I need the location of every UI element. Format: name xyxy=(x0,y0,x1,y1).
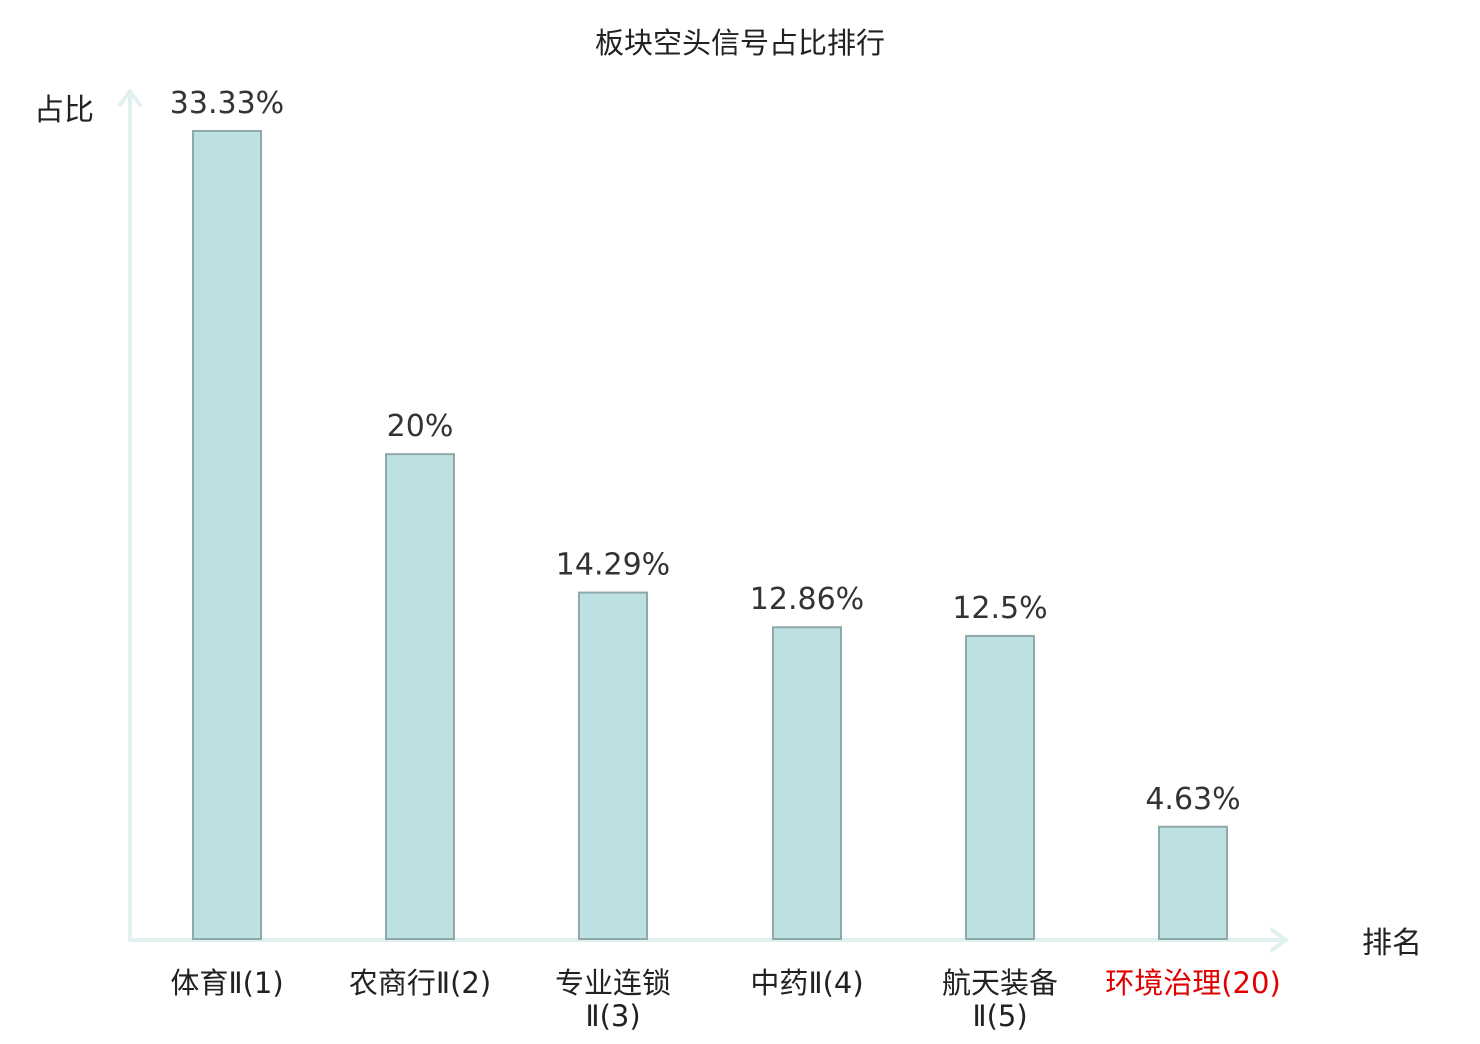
value-label-3: 14.29% xyxy=(556,548,670,583)
value-label-1: 33.33% xyxy=(170,86,284,121)
category-label-4: 中药Ⅱ(4) xyxy=(750,966,863,1000)
bar-6 xyxy=(1158,825,1228,940)
bars xyxy=(192,130,1228,941)
value-label-5: 12.5% xyxy=(952,591,1047,626)
bar-5 xyxy=(965,634,1035,941)
category-label-5: 航天装备 xyxy=(942,966,1058,1000)
category-label-5-line2: Ⅱ(5) xyxy=(972,999,1027,1033)
bar-2 xyxy=(385,453,455,940)
chart-title: 板块空头信号占比排行 xyxy=(595,26,885,60)
y-axis-title: 占比 xyxy=(34,93,94,128)
bar-4 xyxy=(772,626,842,940)
category-label-2: 农商行Ⅱ(2) xyxy=(349,966,491,1000)
value-label-6: 4.63% xyxy=(1145,782,1240,817)
x-axis-title: 排名 xyxy=(1362,926,1422,961)
category-label-6: 环境治理(20) xyxy=(1105,966,1281,1000)
category-label-3-line2: Ⅱ(3) xyxy=(585,999,640,1033)
bar-3 xyxy=(578,591,648,940)
value-label-4: 12.86% xyxy=(750,582,864,617)
y-axis-arrow-icon xyxy=(118,89,142,107)
x-axis-arrow-icon xyxy=(1270,928,1288,952)
value-labels: 33.33% 20% 14.29% 12.86% 12.5% 4.63% xyxy=(170,86,1241,817)
bar-1 xyxy=(192,130,262,940)
value-label-2: 20% xyxy=(387,409,454,444)
category-label-1: 体育Ⅱ(1) xyxy=(170,966,283,1000)
category-label-3: 专业连锁 xyxy=(555,966,671,1000)
axes xyxy=(118,89,1288,952)
